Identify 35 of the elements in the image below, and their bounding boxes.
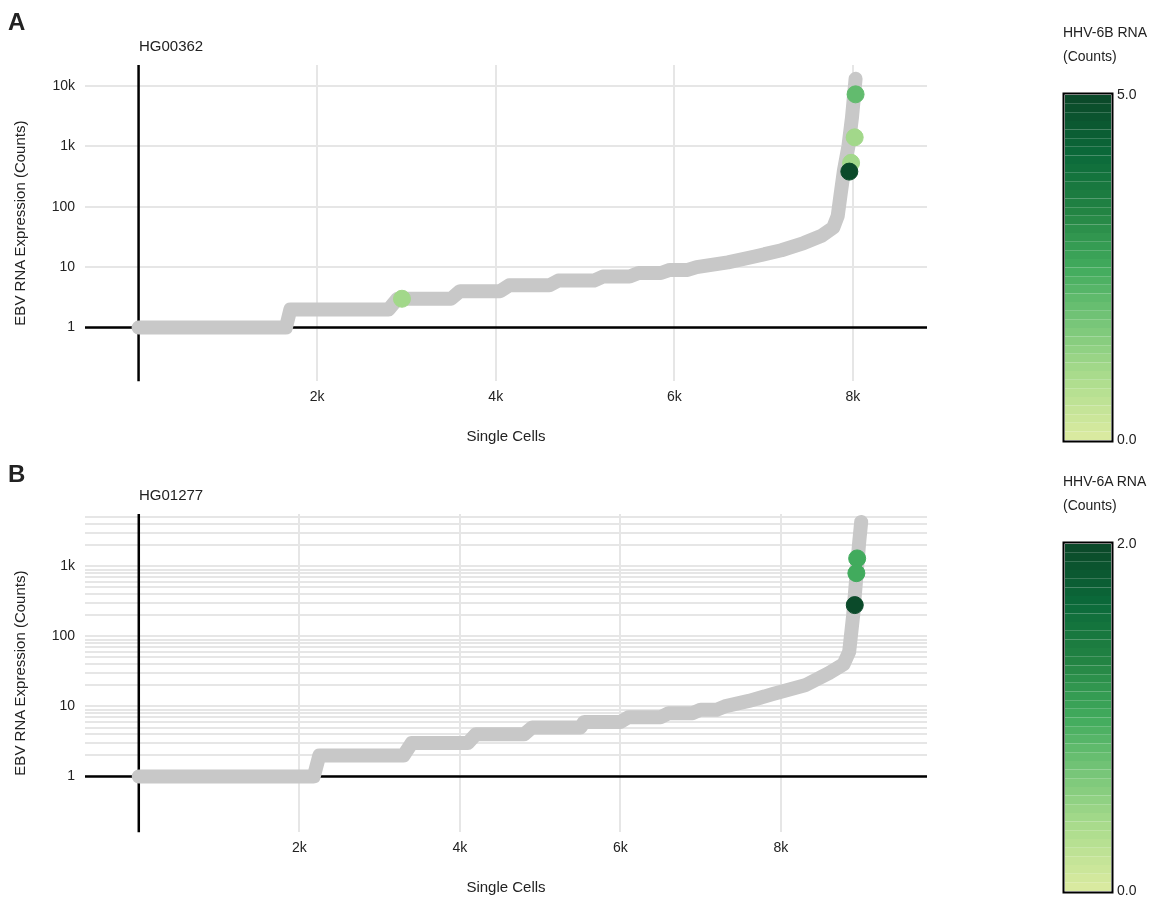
y-tick-label: 100 (51, 197, 76, 214)
y-axis-title: EBV RNA Expression (Counts) (11, 120, 29, 326)
color-bar-label: 2.0 (1117, 534, 1137, 551)
x-tick-label: 4k (452, 839, 469, 856)
chart-title: HG01277 (139, 486, 204, 503)
point (392, 289, 411, 308)
y-tick-label: 10 (59, 697, 76, 714)
y-tick-label: 1k (60, 557, 76, 574)
y-tick-label: 1 (67, 318, 76, 335)
x-tick-label: 6k (666, 388, 683, 405)
x-tick-label: 6k (612, 839, 629, 856)
y-axis-title: EBV RNA Expression (Counts) (11, 570, 29, 776)
text: A (8, 8, 26, 35)
text: B (8, 460, 26, 487)
color-bar-title: HHV-6A RNA (Counts) (1063, 473, 1147, 513)
point (846, 85, 865, 104)
x-tick-label: 2k (309, 388, 326, 405)
color-bar-label: 0.0 (1117, 881, 1137, 898)
x-tick-label: 8k (845, 388, 862, 405)
x-axis-title: Single Cells (466, 878, 546, 896)
point (845, 128, 864, 147)
color-bar-title: HHV-6B RNA (Counts) (1063, 24, 1148, 64)
y-tick-label: 1 (67, 767, 76, 784)
x-tick-label: 4k (488, 388, 505, 405)
y-tick-label: 100 (51, 627, 76, 644)
y-tick-label: 10 (59, 258, 76, 274)
y-tick-label: 1k (60, 137, 76, 154)
point (840, 162, 859, 181)
x-tick-label: 8k (773, 839, 790, 856)
x-tick-label: 2k (291, 839, 308, 856)
color-bar-label: 0.0 (1117, 430, 1137, 447)
x-axis-title: Single Cells (466, 427, 546, 445)
chart-title: HG00362 (139, 37, 204, 54)
y-tick-label: 10k (52, 76, 76, 93)
color-bar-label: 5.0 (1117, 85, 1137, 102)
